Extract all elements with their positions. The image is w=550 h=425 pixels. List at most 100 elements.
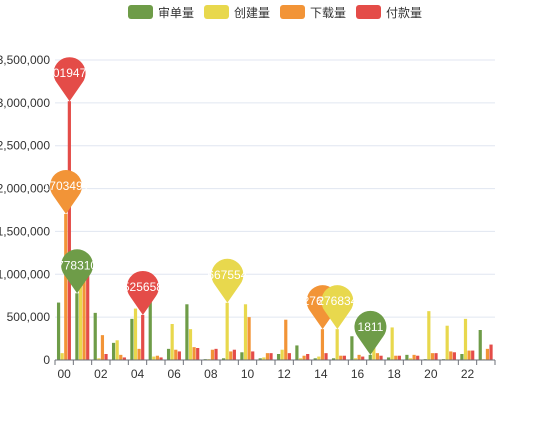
y-tick-label: 2,500,000: [0, 139, 50, 153]
bar-series-3-16: [361, 356, 365, 360]
bar-series-3-23: [489, 344, 493, 360]
marker-label: 525658: [123, 280, 163, 294]
bar-series-1-07: [188, 329, 193, 360]
x-tick-label: 14: [314, 367, 328, 381]
legend-label-series-0: 审单量: [158, 5, 194, 20]
bar-series-1-21: [445, 325, 449, 360]
bar-series-2-12: [284, 319, 288, 360]
bar-series-0-23: [478, 330, 482, 360]
marker-pin-shape: [354, 310, 387, 355]
bar-series-1-09: [225, 302, 229, 360]
bar-series-3-17: [379, 355, 383, 360]
x-tick-label: 10: [241, 367, 255, 381]
bar-series-0-12: [276, 354, 281, 360]
bar-series-3-01: [86, 265, 90, 360]
bar-series-2-11: [265, 353, 270, 360]
marker-label: 667554: [207, 268, 247, 282]
bar-series-0-10: [240, 352, 244, 360]
x-tick-label: 04: [131, 367, 145, 381]
bar-series-2-09: [229, 351, 233, 360]
bar-series-2-00: [64, 213, 68, 360]
y-tick-label: 3,500,000: [0, 53, 50, 67]
marker-label: 1811: [358, 320, 384, 334]
bar-series-3-06: [177, 351, 181, 360]
legend: 审单量 创建量 下载量 付款量: [128, 5, 422, 20]
bar-series-1-03: [115, 340, 119, 360]
legend-label-series-2: 下载量: [310, 6, 346, 20]
x-tick-label: 12: [277, 367, 291, 381]
bar-series-0-02: [93, 312, 97, 360]
bar-series-2-02: [100, 335, 105, 360]
marker-pin: 667554: [207, 258, 248, 303]
y-tick-label: 3,000,000: [0, 96, 50, 110]
bar-series-0-01: [75, 293, 79, 360]
x-tick-label: 16: [351, 367, 365, 381]
bar-series-3-02: [104, 354, 108, 360]
bar-series-0-00: [56, 302, 61, 360]
bar-series-2-10: [247, 317, 251, 360]
bar-series-0-06: [166, 348, 171, 360]
bar-series-3-05: [159, 357, 163, 360]
bar-series-3-22: [471, 350, 475, 360]
x-tick-label: 18: [387, 367, 401, 381]
bar-series-0-09: [221, 358, 226, 360]
bar-series-3-00: [67, 101, 71, 361]
bar-series-1-13: [298, 358, 303, 360]
bar-series-1-12: [280, 349, 284, 360]
marker-pin-shape: [53, 57, 86, 102]
bar-series-3-20: [434, 353, 438, 360]
x-tick-label: 02: [94, 367, 108, 381]
bar-series-0-04: [130, 318, 134, 360]
x-tick-label: 06: [167, 367, 181, 381]
bar-series-0-14: [313, 358, 317, 360]
y-tick-label: 0: [43, 353, 50, 367]
bar-series-1-02: [97, 358, 101, 360]
bar-series-3-15: [342, 355, 346, 360]
bar-series-2-14: [320, 329, 325, 360]
bar-series-0-05: [148, 300, 152, 360]
y-axis: 0 500,000 1,000,000 1,500,000 2,000,000 2,500…: [0, 53, 50, 367]
y-tick-label: 1,000,000: [0, 267, 50, 281]
bar-series-0-13: [295, 345, 299, 360]
bar-series-1-18: [390, 327, 394, 360]
bar-series-1-20: [427, 311, 431, 360]
marker-pin: 1703491: [43, 169, 90, 214]
bar-series-2-08: [210, 349, 215, 360]
bar-series-3-08: [214, 348, 218, 360]
bar-series-0-03: [111, 342, 116, 360]
x-tick-label: 20: [424, 367, 438, 381]
marker-pin: 1811: [354, 310, 387, 355]
bar-series-1-05: [152, 356, 156, 360]
bar-series-2-20: [430, 353, 435, 360]
marker-pin: 525658: [123, 270, 163, 315]
bar-series-0-22: [460, 354, 464, 360]
bar-series-2-23: [485, 348, 490, 360]
bar-series-2-05: [155, 355, 160, 360]
bar-series-3-11: [269, 353, 273, 360]
bar-series-0-17: [368, 354, 372, 360]
bar-series-2-07: [192, 347, 196, 360]
bar-series-2-16: [357, 354, 361, 360]
legend-label-series-3: 付款量: [386, 6, 422, 20]
marker-pin-shape: [321, 285, 354, 330]
marker-label: 1703491: [43, 179, 90, 193]
marker-label: 778310: [57, 258, 97, 272]
bar-series-2-06: [174, 349, 178, 360]
marker-label: 3019473: [46, 66, 93, 80]
bar-series-2-03: [119, 354, 123, 360]
x-tick-label: 22: [461, 367, 475, 381]
legend-label-series-1: 创建量: [234, 6, 270, 20]
bar-series-2-21: [449, 351, 453, 360]
bar-series-1-10: [243, 304, 248, 360]
legend-swatch-series-1: [204, 5, 229, 19]
bar-series-0-15: [331, 358, 336, 360]
legend-swatch-series-3: [356, 5, 381, 19]
x-axis: 00 02 04 06 08 10 12 14 16 18 20 22: [54, 359, 496, 381]
bar-series-3-19: [416, 355, 420, 360]
marker-pin-shape: [211, 258, 244, 303]
bar-series-3-18: [397, 355, 401, 360]
marker-pin: 3019473: [46, 57, 93, 102]
bar-series-2-15: [339, 355, 343, 360]
bar-series-1-00: [60, 353, 64, 360]
